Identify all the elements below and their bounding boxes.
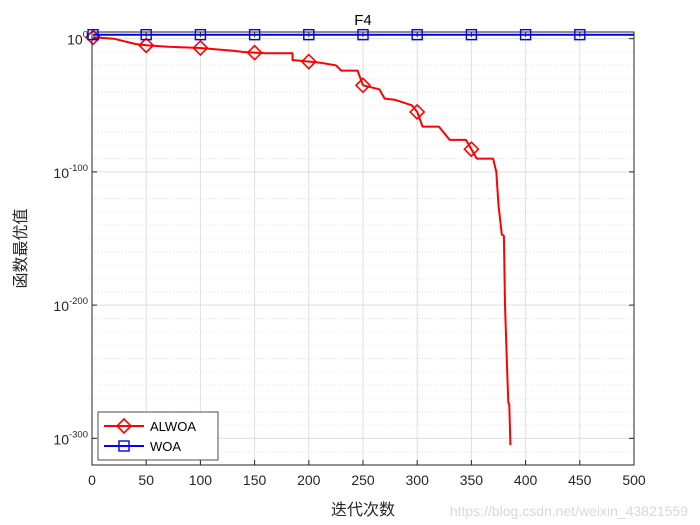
y-tick-base: 10 [67,32,83,48]
y-tick-base: 10 [53,298,69,314]
watermark: https://blog.csdn.net/weixin_43821559 [449,503,688,519]
legend-label: WOA [150,439,181,454]
series-marker [138,37,155,54]
series-marker [303,28,315,41]
x-tick-label: 250 [351,472,375,488]
legend: ALWOA WOA [97,411,219,461]
x-tick-label: 150 [243,472,267,488]
series-marker [194,28,207,41]
x-tick-labels: 0 50 100 150 200 250 300 350 400 450 500 [88,472,646,488]
x-tick-label: 450 [568,472,592,488]
x-tick-label: 300 [406,472,430,488]
y-tick-exponent: 0 [83,30,88,41]
y-tick-label: 10-100 [53,163,88,181]
series-woa [87,28,634,41]
y-axis-label: 函数最优值 [11,208,30,288]
y-tick-label: 100 [67,30,88,48]
x-tick-label: 100 [189,472,213,488]
x-tick-label: 350 [460,472,484,488]
series-marker [463,141,480,158]
series-marker [357,28,369,41]
chart-title: F4 [354,12,372,29]
series-marker [87,28,99,41]
series-marker [354,77,372,94]
series-layer [84,28,634,446]
x-tick-label: 400 [514,472,538,488]
series-marker [115,417,133,435]
x-axis-label: 迭代次数 [331,500,395,519]
x-tick-label: 0 [88,472,96,488]
x-tick-label: 200 [297,472,321,488]
series-marker [140,28,152,41]
series-marker [411,28,423,41]
series-marker [300,53,317,70]
x-tick-label: 50 [138,472,154,488]
series-line [93,36,512,446]
y-tick-exponent: -300 [69,429,88,440]
y-tick-base: 10 [53,431,69,447]
series-marker [574,28,586,41]
y-tick-label: 10-200 [53,296,88,314]
series-alwoa [84,29,512,446]
series-marker [409,103,426,121]
series-marker [248,28,261,41]
series-marker [192,39,209,57]
legend-label: ALWOA [150,419,196,434]
series-marker [118,440,130,452]
series-marker [246,44,263,61]
x-tick-label: 500 [622,472,646,488]
legend-box [97,411,219,461]
y-tick-label: 10-300 [53,429,88,447]
series-marker [519,28,532,41]
y-tick-exponent: -200 [69,296,88,307]
ticks-layer [91,32,635,465]
y-tick-base: 10 [53,165,69,181]
series-marker [465,28,478,41]
y-tick-exponent: -100 [69,163,88,174]
